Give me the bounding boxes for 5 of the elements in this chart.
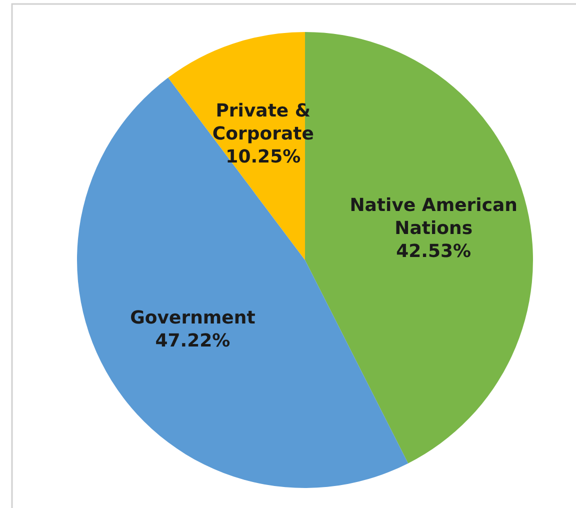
data-label: 47.22%	[155, 330, 230, 352]
slice-label: Government	[130, 307, 256, 328]
data-label: 10.25%	[226, 146, 301, 168]
slice-label: Native American Nations	[350, 195, 518, 240]
data-label: 42.53%	[396, 241, 472, 262]
